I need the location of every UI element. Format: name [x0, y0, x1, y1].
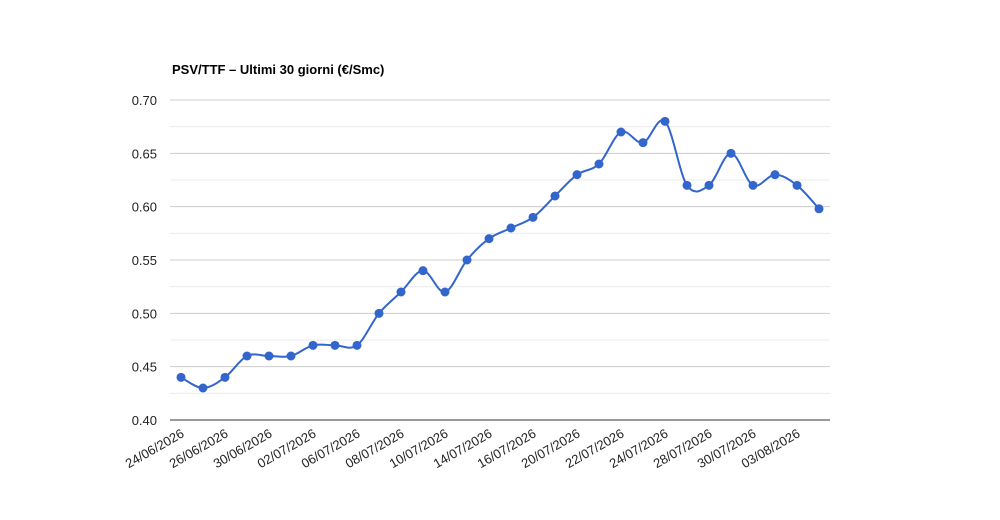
point — [352, 340, 362, 350]
point — [198, 383, 208, 393]
point — [396, 287, 406, 297]
point — [176, 372, 186, 382]
y-tick-label: 0.60 — [132, 200, 157, 215]
point — [242, 351, 252, 361]
point — [528, 212, 538, 222]
y-tick-label: 0.65 — [132, 146, 157, 161]
point — [440, 287, 450, 297]
point — [506, 223, 516, 233]
y-tick-label: 0.55 — [132, 253, 157, 268]
point — [572, 170, 582, 180]
y-tick-label: 0.50 — [132, 306, 157, 321]
point — [748, 180, 758, 190]
point — [616, 127, 626, 137]
point — [682, 180, 692, 190]
point — [286, 351, 296, 361]
y-tick-label: 0.45 — [132, 360, 157, 375]
chart-title: PSV/TTF – Ultimi 30 giorni (€/Smc) — [172, 62, 384, 77]
point — [550, 191, 560, 201]
point — [594, 159, 604, 169]
point — [638, 138, 648, 148]
point — [704, 180, 714, 190]
point — [308, 340, 318, 350]
point — [374, 308, 384, 318]
point — [220, 372, 230, 382]
line — [180, 119, 820, 390]
point — [792, 180, 802, 190]
point — [462, 255, 472, 265]
point — [330, 340, 340, 350]
point — [814, 204, 824, 214]
point — [264, 351, 274, 361]
point — [770, 170, 780, 180]
point — [726, 148, 736, 158]
point — [418, 266, 428, 276]
point — [484, 234, 494, 244]
point — [660, 116, 670, 126]
y-tick-label: 0.70 — [132, 93, 157, 108]
y-tick-label: 0.40 — [132, 413, 157, 428]
